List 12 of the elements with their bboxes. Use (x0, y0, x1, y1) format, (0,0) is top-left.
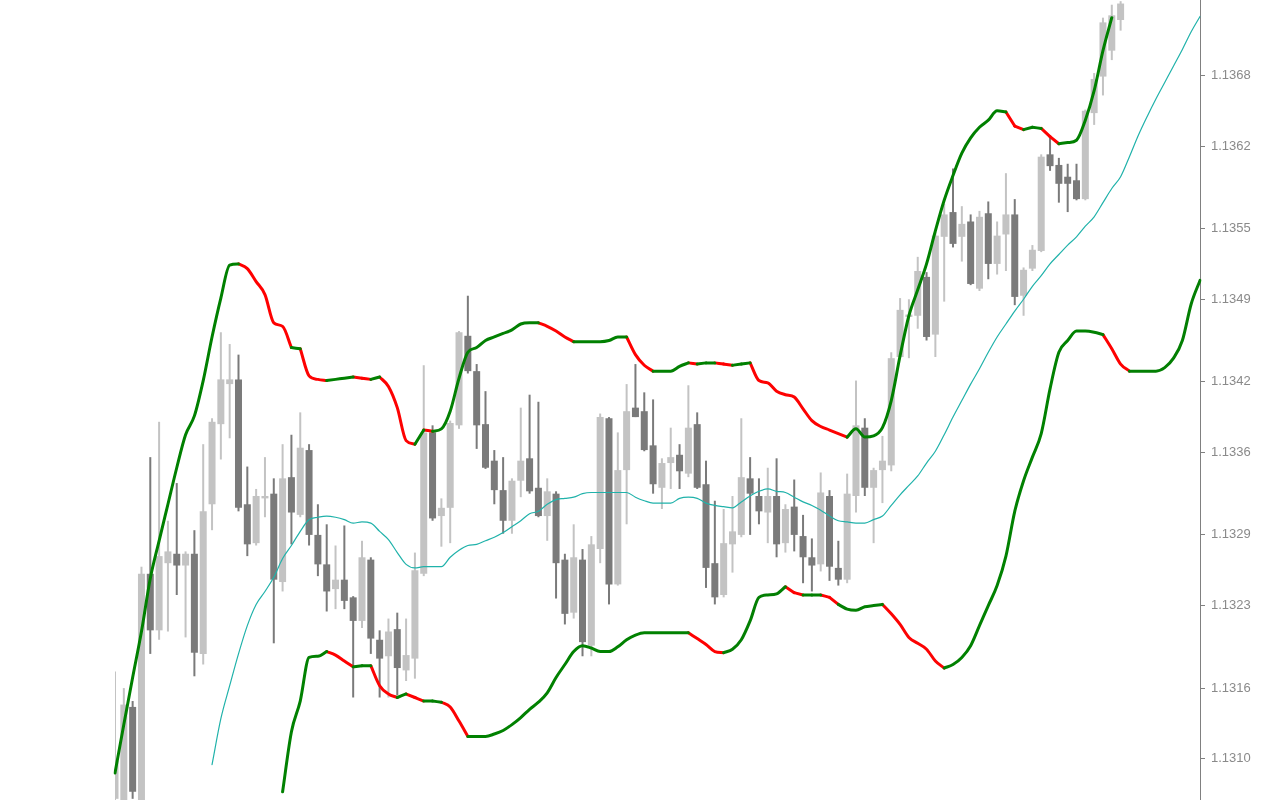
y-tick-label: 1.1310 (1211, 750, 1251, 766)
y-tick-label: 1.1368 (1211, 66, 1251, 82)
y-tick-label: 1.1362 (1211, 137, 1251, 153)
line-series (211, 15, 1201, 766)
y-tick-label: 1.1349 (1211, 290, 1251, 306)
y-tick-label: 1.1316 (1211, 679, 1251, 695)
y-tick-label: 1.1323 (1211, 597, 1251, 613)
candlestick (226, 344, 234, 439)
y-tick-label: 1.1355 (1211, 220, 1251, 236)
y-tick-label: 1.1336 (1211, 444, 1251, 460)
y-tick-label: 1.1329 (1211, 526, 1251, 542)
y-tick-label: 1.1342 (1211, 373, 1251, 389)
